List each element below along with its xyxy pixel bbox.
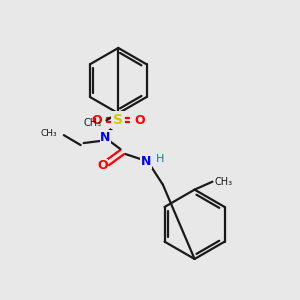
Text: N: N <box>100 130 111 144</box>
Text: H: H <box>156 154 164 164</box>
Text: O: O <box>91 114 102 127</box>
Text: S: S <box>113 113 123 127</box>
Text: N: N <box>141 155 151 168</box>
Text: CH₃: CH₃ <box>40 129 57 138</box>
Text: O: O <box>135 114 146 127</box>
Text: CH₃: CH₃ <box>83 118 101 128</box>
Text: O: O <box>97 159 108 172</box>
Text: CH₃: CH₃ <box>214 177 232 187</box>
